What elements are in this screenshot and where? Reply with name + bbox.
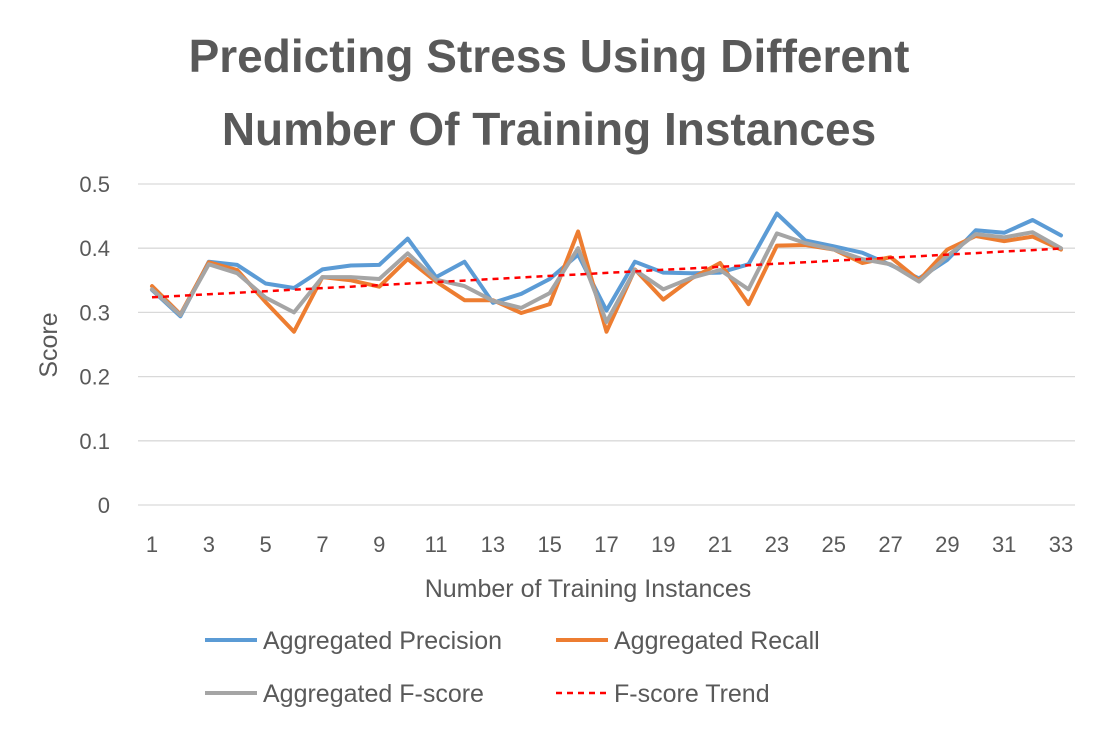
legend-label-aggregated-f-score: Aggregated F-score xyxy=(263,680,484,708)
legend-label-aggregated-precision: Aggregated Precision xyxy=(263,627,502,655)
x-tick-label: 33 xyxy=(1049,532,1073,557)
y-tick-label: 0 xyxy=(98,493,110,518)
x-tick-label: 7 xyxy=(316,532,328,557)
y-tick-label: 0.5 xyxy=(79,172,110,197)
x-tick-label: 21 xyxy=(708,532,732,557)
legend-label-f-score-trend: F-score Trend xyxy=(614,680,770,708)
legend-label-aggregated-recall: Aggregated Recall xyxy=(614,627,820,655)
legend: Aggregated Precision Aggregated Recall Agg… xyxy=(205,627,820,708)
series-line-aggregated-f-score xyxy=(150,230,1063,324)
series-line-aggregated-precision xyxy=(150,211,1063,319)
y-tick-label: 0.2 xyxy=(79,365,110,390)
chart-title-line-1: Predicting Stress Using Different xyxy=(189,30,910,82)
y-axis-label: Score xyxy=(35,312,63,377)
x-tick-label: 29 xyxy=(935,532,959,557)
x-tick-label: 25 xyxy=(822,532,846,557)
y-tick-label: 0.4 xyxy=(79,236,110,261)
series-line-aggregated-recall xyxy=(150,229,1063,334)
y-tick-label: 0.3 xyxy=(79,300,110,325)
chart-title-line-2: Number Of Training Instances xyxy=(222,103,876,155)
x-tick-label: 3 xyxy=(203,532,215,557)
x-tick-label: 15 xyxy=(537,532,561,557)
x-axis-ticks: 1 3 5 7 9 11 13 15 17 19 21 23 25 27 29 31 33 xyxy=(146,532,1073,557)
x-tick-label: 17 xyxy=(594,532,618,557)
x-tick-label: 5 xyxy=(260,532,272,557)
x-tick-label: 31 xyxy=(992,532,1016,557)
y-tick-label: 0.1 xyxy=(79,429,110,454)
series-lines xyxy=(150,211,1063,334)
y-axis-ticks: 0 0.1 0.2 0.3 0.4 0.5 xyxy=(79,172,110,518)
x-tick-label: 1 xyxy=(146,532,158,557)
x-tick-label: 23 xyxy=(765,532,789,557)
x-tick-label: 11 xyxy=(425,532,448,557)
series-line-f-score-trend xyxy=(151,247,1062,299)
x-tick-label: 9 xyxy=(373,532,385,557)
x-tick-label: 13 xyxy=(481,532,505,557)
gridlines xyxy=(138,183,1075,506)
x-tick-label: 19 xyxy=(651,532,675,557)
x-tick-label: 27 xyxy=(878,532,902,557)
x-axis-label: Number of Training Instances xyxy=(425,575,752,603)
